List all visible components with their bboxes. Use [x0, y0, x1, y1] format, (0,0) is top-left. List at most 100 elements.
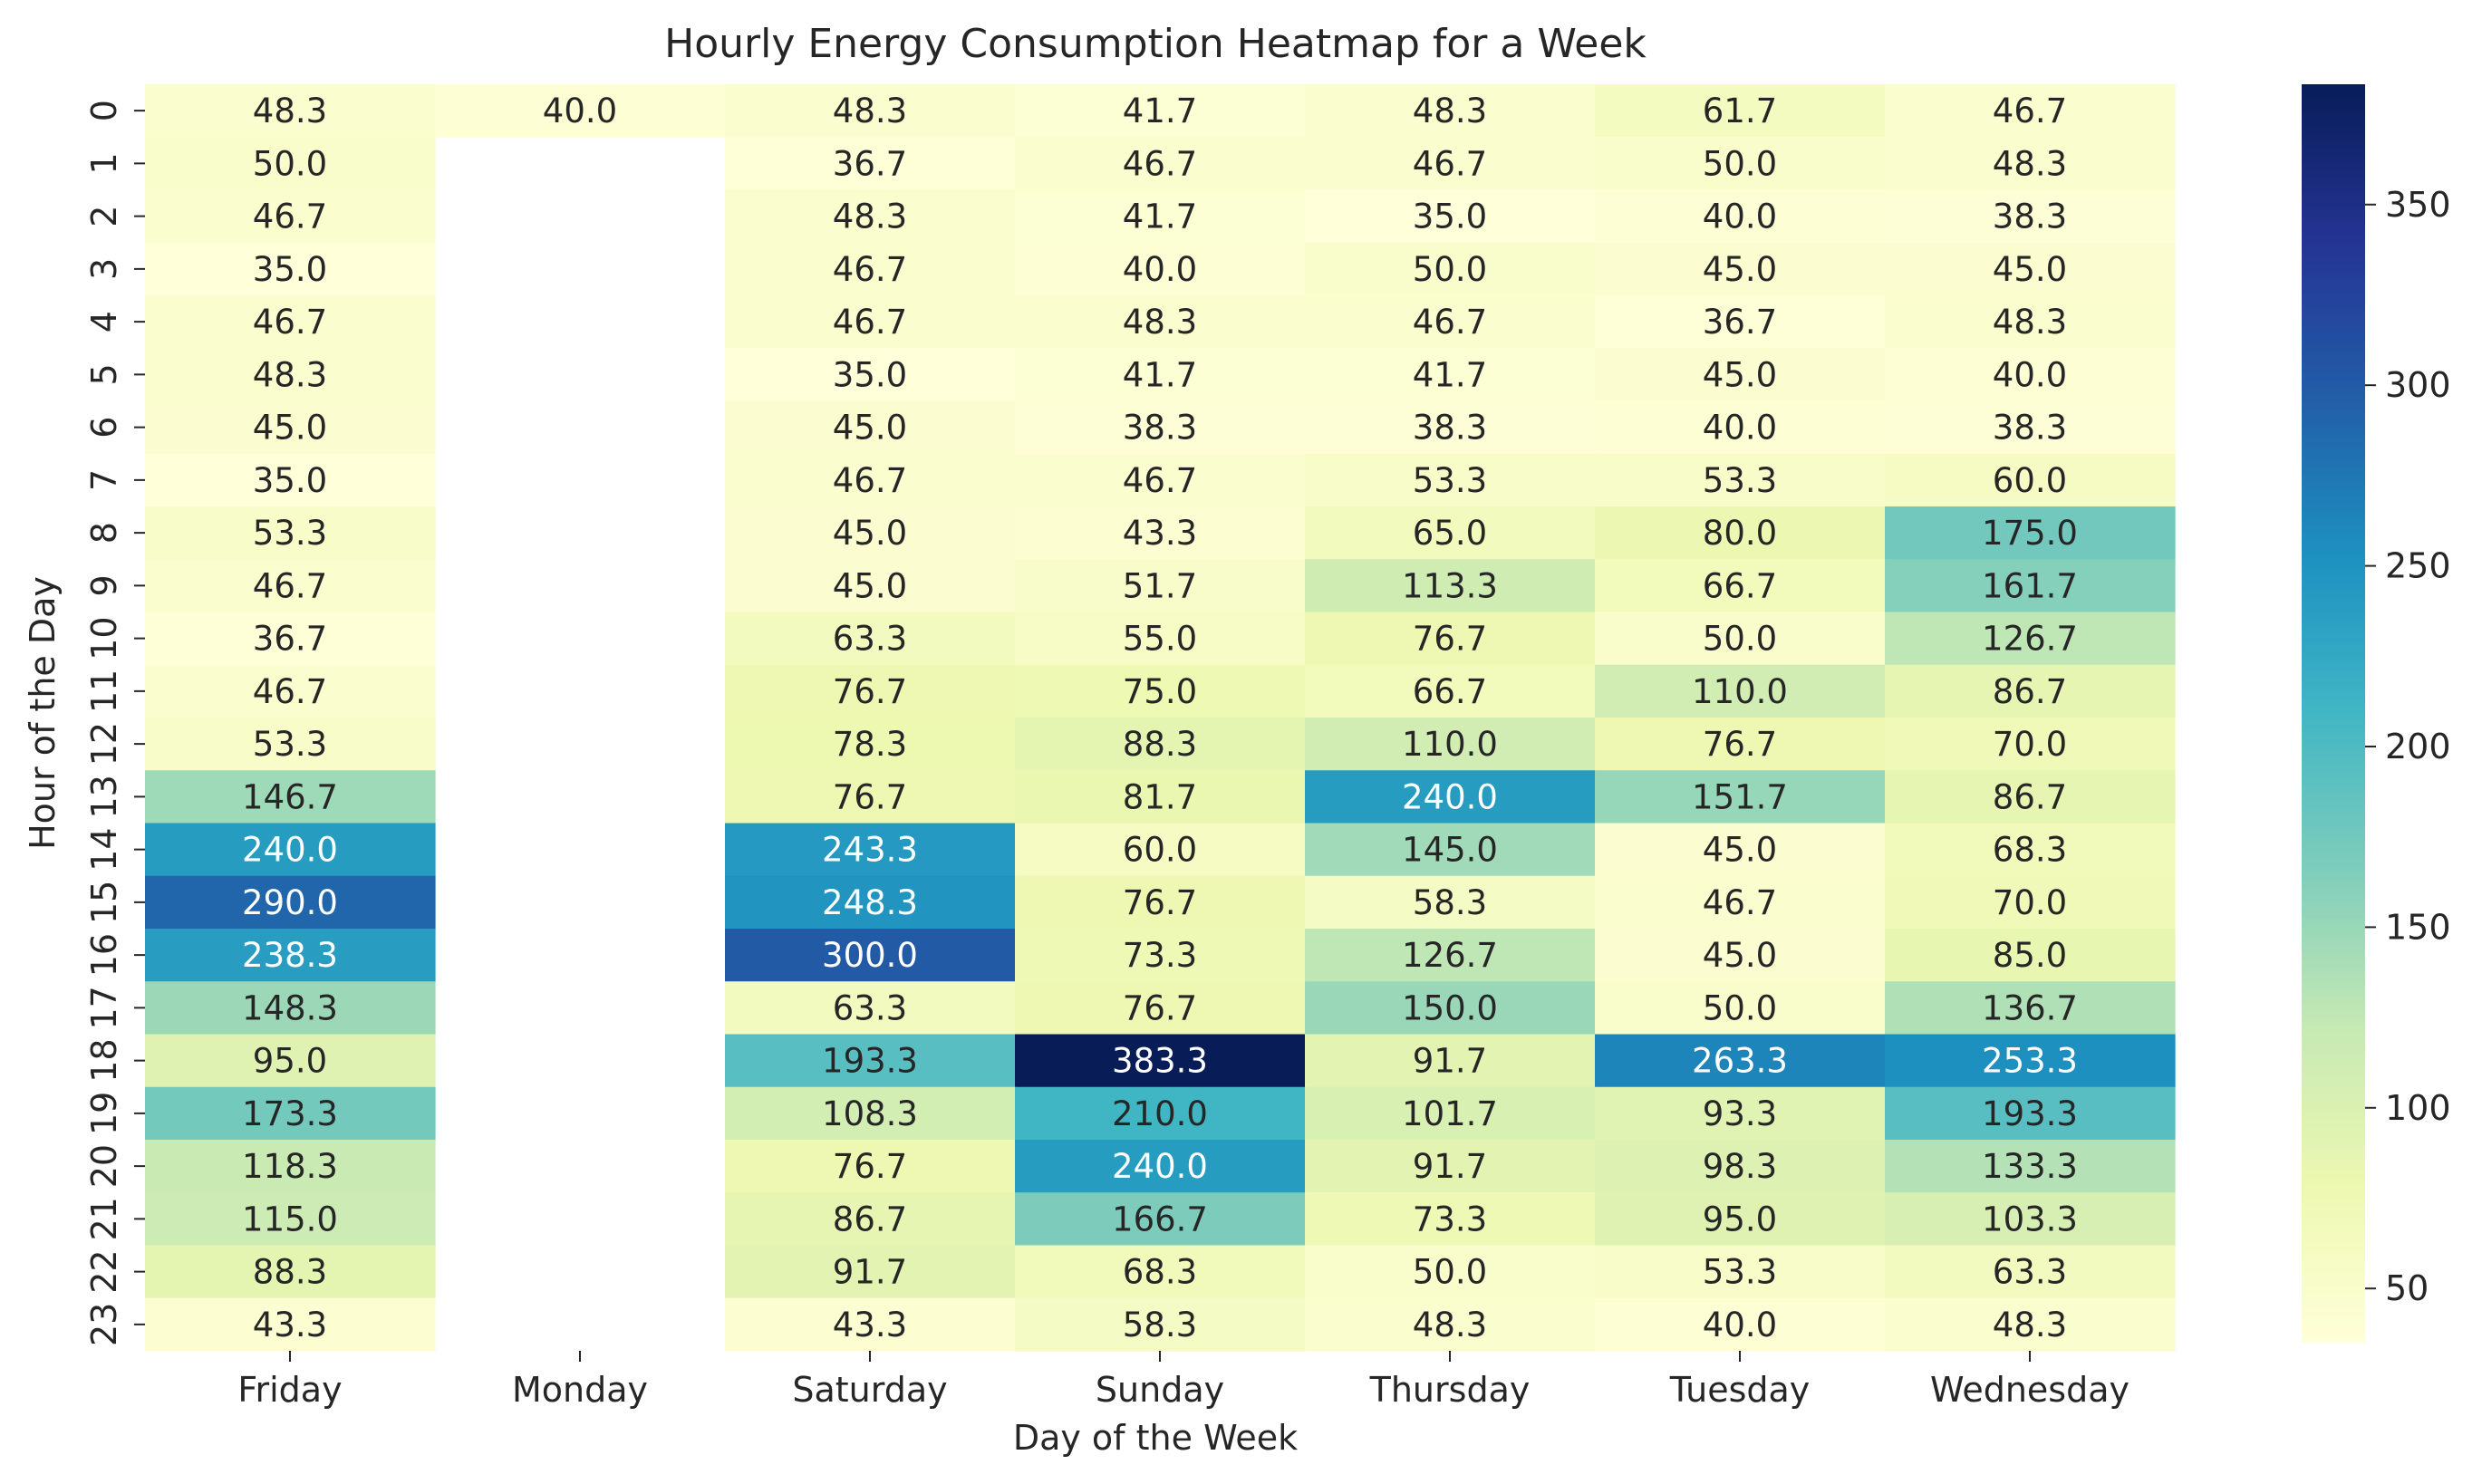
- heatmap-cell: [1885, 1297, 2176, 1352]
- heatmap-cell: [725, 823, 1016, 877]
- heatmap-cell: [1885, 718, 2176, 771]
- heatmap-cell: [1885, 612, 2176, 666]
- heatmap-cell: [1015, 1086, 1306, 1141]
- heatmap-cell: [1885, 1086, 2176, 1141]
- heatmap-cell: [1595, 453, 1886, 507]
- heatmap-cell: [1595, 770, 1886, 824]
- x-axis-ticks: Friday Monday Saturday Sunday Thursday Tuesda…: [237, 1351, 2129, 1410]
- cell-value-label: 48.3: [253, 92, 327, 130]
- heatmap-cell: [1885, 664, 2176, 718]
- y-tick-label: 19: [84, 1092, 124, 1135]
- heatmap-cell: [145, 664, 436, 718]
- heatmap-cell: [1885, 823, 2176, 877]
- cell-value-label: 46.7: [1123, 144, 1197, 183]
- cell-value-label: 65.0: [1413, 514, 1487, 553]
- cell-value-label: 50.0: [253, 144, 327, 183]
- cell-value-label: 53.3: [253, 514, 327, 553]
- cell-value-label: 48.3: [253, 355, 327, 394]
- cell-value-label: 48.3: [833, 92, 907, 130]
- cell-value-label: 175.0: [1982, 514, 2078, 553]
- cell-value-label: 173.3: [242, 1094, 338, 1133]
- heatmap-cell: [1015, 1034, 1306, 1088]
- heatmap-cell: [1305, 664, 1596, 718]
- cell-value-label: 76.7: [1123, 883, 1197, 922]
- y-tick-label: 14: [84, 827, 124, 871]
- heatmap-cell: [725, 929, 1016, 982]
- cell-value-label: 35.0: [1413, 198, 1487, 236]
- heatmap-cell: [145, 929, 436, 982]
- cell-value-label: 85.0: [1993, 936, 2067, 975]
- colorbar-tick-label: 250: [2385, 546, 2451, 586]
- cell-value-label: 45.0: [1993, 250, 2067, 289]
- heatmap-cell: [1595, 400, 1886, 455]
- heatmap-cell: [725, 348, 1016, 402]
- cell-value-label: 50.0: [1703, 988, 1777, 1027]
- heatmap-cell: [145, 189, 436, 244]
- cell-value-label: 151.7: [1692, 777, 1788, 816]
- cell-value-label: 86.7: [1993, 672, 2067, 711]
- cell-value-label: 40.0: [1703, 198, 1777, 236]
- cell-value-label: 113.3: [1402, 566, 1498, 605]
- cell-value-label: 133.3: [1982, 1147, 2078, 1186]
- cell-value-label: 38.3: [1993, 409, 2067, 448]
- y-tick-label: 12: [84, 722, 124, 766]
- y-tick-label: 22: [84, 1249, 124, 1293]
- y-tick-label: 6: [84, 417, 124, 438]
- cell-value-label: 40.0: [543, 92, 617, 130]
- heatmap-cell: [725, 453, 1016, 507]
- heatmap-cell: [145, 823, 436, 877]
- x-tick-label: Monday: [512, 1370, 648, 1410]
- cell-value-label: 46.7: [1413, 303, 1487, 342]
- heatmap-cell: [1015, 453, 1306, 507]
- heatmap-cell: [1015, 242, 1306, 296]
- heatmap-cell: [145, 348, 436, 402]
- heatmap-cell: [1015, 400, 1306, 455]
- heatmap-cell: [1305, 929, 1596, 982]
- heatmap-cell: [1305, 1245, 1596, 1299]
- heatmap-cell: [1885, 506, 2176, 560]
- y-tick-label: 16: [84, 933, 124, 977]
- cell-value-label: 35.0: [253, 250, 327, 289]
- heatmap-cell: [1595, 929, 1886, 982]
- y-tick-label: 20: [84, 1144, 124, 1188]
- heatmap-cell: [1305, 875, 1596, 930]
- cell-value-label: 60.0: [1993, 461, 2067, 500]
- cell-value-label: 76.7: [1123, 988, 1197, 1027]
- heatmap-cell: [1305, 1034, 1596, 1088]
- heatmap-cell: [1305, 189, 1596, 244]
- cell-value-label: 86.7: [833, 1200, 907, 1238]
- y-tick-label: 2: [84, 206, 124, 227]
- cell-value-label: 80.0: [1703, 514, 1777, 553]
- cell-value-label: 193.3: [822, 1042, 918, 1081]
- heatmap-cell: [145, 1245, 436, 1299]
- chart-title: Hourly Energy Consumption Heatmap for a …: [664, 21, 1647, 67]
- y-tick-label: 5: [84, 363, 124, 385]
- colorbar-tick-label: 300: [2385, 365, 2451, 405]
- cell-value-label: 300.0: [822, 936, 918, 975]
- cell-value-label: 240.0: [242, 831, 338, 870]
- heatmap-cell: [1595, 506, 1886, 560]
- cell-value-label: 148.3: [242, 988, 338, 1027]
- heatmap-cell: [1015, 981, 1306, 1036]
- cell-value-label: 45.0: [1703, 831, 1777, 870]
- heatmap-cell: [145, 559, 436, 613]
- y-tick-label: 17: [84, 986, 124, 1029]
- cell-value-label: 35.0: [253, 461, 327, 500]
- cell-value-label: 73.3: [1123, 936, 1197, 975]
- cell-value-label: 290.0: [242, 883, 338, 922]
- cell-value-label: 46.7: [1123, 461, 1197, 500]
- heatmap-cell: [1595, 718, 1886, 771]
- heatmap-cell: [1595, 1034, 1886, 1088]
- cell-value-label: 101.7: [1402, 1094, 1498, 1133]
- cell-value-label: 46.7: [253, 303, 327, 342]
- heatmap-cell: [1595, 664, 1886, 718]
- cell-value-label: 58.3: [1123, 1306, 1197, 1344]
- colorbar-tick-label: 100: [2385, 1088, 2451, 1128]
- cell-value-label: 93.3: [1703, 1094, 1777, 1133]
- colorbar-tick-label: 350: [2385, 185, 2451, 225]
- cell-value-label: 53.3: [1413, 461, 1487, 500]
- heatmap-cell: [1305, 453, 1596, 507]
- cell-value-label: 53.3: [1703, 461, 1777, 500]
- heatmap-cell: [145, 1192, 436, 1247]
- heatmap-cell: [145, 137, 436, 191]
